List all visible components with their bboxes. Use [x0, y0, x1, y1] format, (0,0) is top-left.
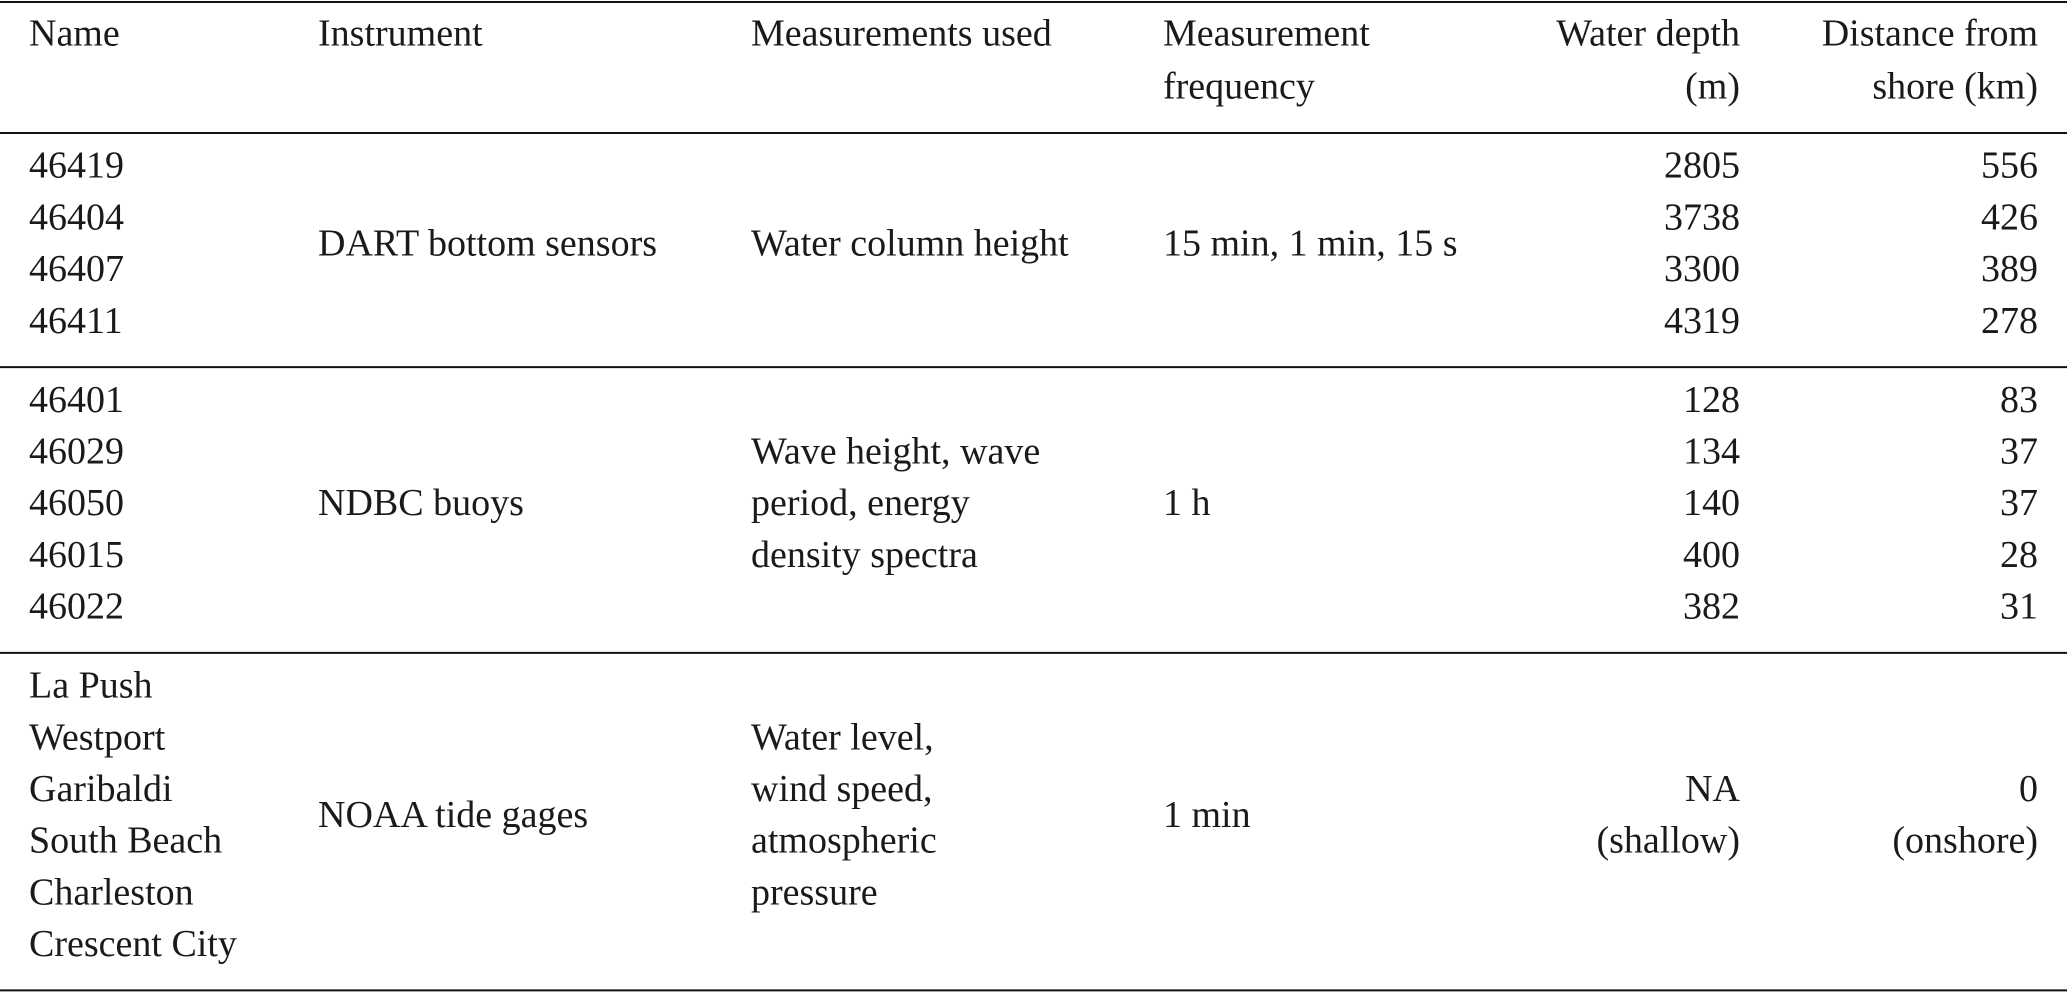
header-cell: Measurement	[1163, 13, 1370, 55]
header-cell: Instrument	[318, 13, 483, 55]
cell: NDBC buoys	[318, 482, 524, 524]
header-cell: Distance from	[1822, 13, 2038, 55]
cell: 46050	[29, 482, 124, 524]
cell: 2805	[1664, 145, 1740, 187]
cell: DART bottom sensors	[318, 222, 657, 264]
cell: Water level,	[751, 716, 934, 758]
cell: 46401	[29, 379, 124, 421]
cell: 0	[2019, 768, 2038, 810]
header-cell: (m)	[1685, 66, 1740, 108]
cell: 15 min, 1 min, 15 s	[1163, 222, 1458, 264]
cell: 83	[2000, 379, 2038, 421]
cell: 382	[1683, 586, 1740, 628]
cell: 37	[2000, 431, 2038, 473]
cell: 3300	[1664, 248, 1740, 290]
cell: Charleston	[29, 871, 194, 913]
cell: 1 min	[1163, 794, 1251, 836]
cell: 426	[1981, 196, 2038, 238]
cell: 278	[1981, 300, 2038, 342]
cell: 3738	[1664, 196, 1740, 238]
cell: NOAA tide gages	[318, 794, 588, 836]
cell: atmospheric	[751, 820, 937, 862]
cell: 556	[1981, 145, 2038, 187]
cell: 46029	[29, 431, 124, 473]
cell: 31	[2000, 586, 2038, 628]
cell: Water column height	[751, 222, 1069, 264]
cell: 1 h	[1163, 482, 1211, 524]
header-cell: Measurements used	[751, 13, 1052, 55]
header-cell: Water depth	[1556, 13, 1740, 55]
cell: density spectra	[751, 534, 978, 576]
cell: 4319	[1664, 300, 1740, 342]
header-cell: Name	[29, 13, 120, 55]
cell: 46419	[29, 145, 124, 187]
cell: La Push	[29, 665, 153, 707]
cell: 46404	[29, 196, 124, 238]
cell: 28	[2000, 534, 2038, 576]
cell: 140	[1683, 482, 1740, 524]
header-cell: frequency	[1163, 66, 1315, 108]
cell: wind speed,	[751, 768, 933, 810]
cell: 46411	[29, 300, 123, 342]
cell: South Beach	[29, 820, 222, 862]
cell: (onshore)	[1892, 820, 2038, 862]
cell: Wave height, wave	[751, 431, 1040, 473]
cell: 128	[1683, 379, 1740, 421]
cell: Crescent City	[29, 923, 237, 965]
cell: NA	[1685, 768, 1740, 810]
cell: Garibaldi	[29, 768, 173, 810]
cell: 46015	[29, 534, 124, 576]
cell: 134	[1683, 431, 1740, 473]
cell: pressure	[751, 871, 878, 913]
cell: 46022	[29, 586, 124, 628]
cell: 389	[1981, 248, 2038, 290]
cell: 400	[1683, 534, 1740, 576]
cell: (shallow)	[1596, 820, 1740, 862]
cell: Westport	[29, 716, 166, 758]
cell: 46407	[29, 248, 124, 290]
header-cell: shore (km)	[1872, 66, 2038, 108]
cell: 37	[2000, 482, 2038, 524]
cell: period, energy	[751, 482, 970, 524]
